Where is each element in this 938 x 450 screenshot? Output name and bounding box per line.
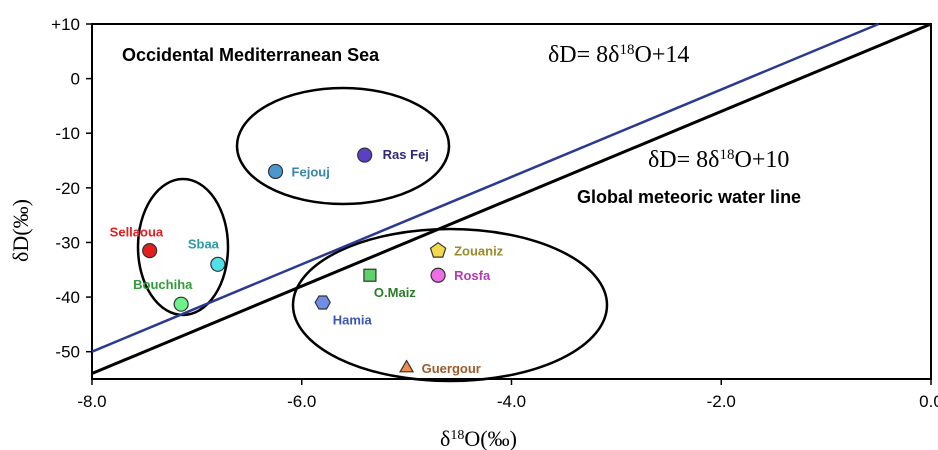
label-hamia: Hamia [333, 313, 373, 328]
label-sbaa: Sbaa [188, 236, 220, 251]
y-tick-label: -30 [55, 233, 80, 252]
x-tick-label: -6.0 [287, 392, 316, 411]
data-points: Ras Fej Fejouj Sellaoua Sbaa Bouchiha Zouaniz… [110, 147, 504, 376]
line1-equation-annotation: δD= 8δ18O+14 [548, 42, 689, 68]
y-tick-label: +10 [51, 15, 80, 34]
line2-name-annotation: Global meteoric water line [577, 187, 801, 207]
line2-equation-annotation: δD= 8δ18O+10 [648, 147, 789, 173]
label-o-maiz: O.Maiz [374, 285, 416, 300]
label-guergour: Guergour [422, 361, 481, 376]
y-axis-title: δD(‰) [8, 199, 33, 262]
label-rosfa: Rosfa [454, 268, 491, 283]
y-tick-label: -10 [55, 124, 80, 143]
label-ras-fej: Ras Fej [383, 147, 429, 162]
point-sellaoua [142, 243, 158, 259]
x-tick-label: -2.0 [707, 392, 736, 411]
group-ellipse-upper [235, 86, 451, 206]
label-bouchiha: Bouchiha [133, 277, 193, 292]
point-bouchiha [173, 296, 189, 312]
y-tick-label: -40 [55, 288, 80, 307]
global-meteoric-water-line [91, 22, 932, 375]
y-tick-label: -50 [55, 343, 80, 362]
y-axis-ticks: +10 0 -10 -20 -30 -40 -50 [51, 15, 92, 362]
point-fejouj [267, 163, 284, 180]
x-tick-label: -4.0 [497, 392, 526, 411]
y-tick-label: 0 [71, 70, 80, 89]
line1-name-annotation: Occidental Mediterranean Sea [122, 45, 380, 65]
point-zouaniz [429, 241, 447, 258]
point-hamia [314, 295, 331, 310]
x-tick-label: 0.0 [919, 392, 938, 411]
y-tick-label: -20 [55, 179, 80, 198]
x-tick-label: -8.0 [77, 392, 106, 411]
point-o-maiz [363, 268, 377, 282]
point-ras-fej [357, 147, 373, 163]
label-fejouj: Fejouj [292, 164, 330, 179]
group-ellipse-lower [291, 227, 609, 383]
point-rosfa [430, 267, 446, 283]
mediterranean-sea-line [91, 22, 880, 353]
label-zouaniz: Zouaniz [454, 244, 504, 259]
point-guergour [399, 359, 415, 373]
x-axis-title: δ18O(‰) [440, 426, 517, 450]
regression-lines [91, 22, 932, 375]
group-ellipses [136, 86, 609, 383]
x-axis-ticks: -8.0 -6.0 -4.0 -2.0 0.0 [77, 379, 938, 411]
point-sbaa [210, 256, 226, 272]
label-sellaoua: Sellaoua [110, 225, 164, 240]
